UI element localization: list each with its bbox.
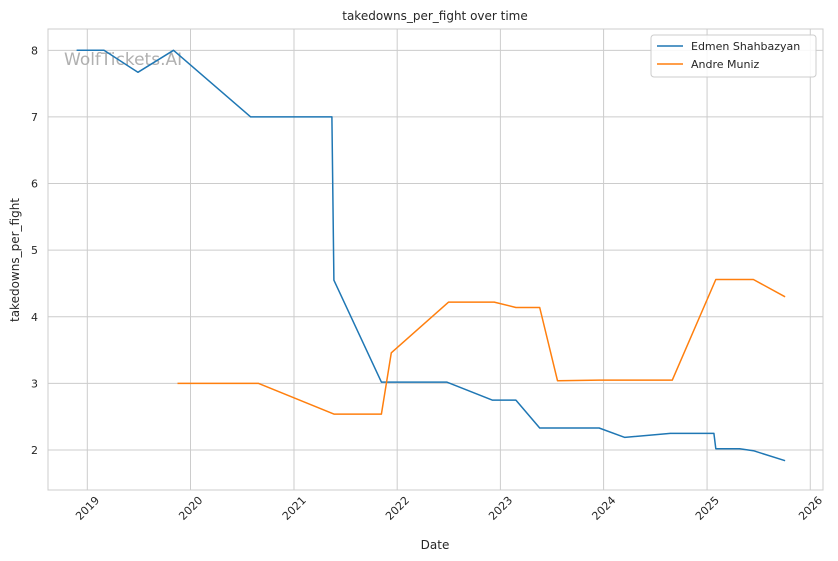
data-point-andre-muniz — [598, 379, 600, 381]
data-point-andre-muniz — [557, 380, 559, 382]
data-point-edmen-shahbazyan — [333, 279, 335, 281]
data-point-andre-muniz — [381, 413, 383, 415]
data-point-edmen-shahbazyan — [331, 116, 333, 118]
data-point-edmen-shahbazyan — [539, 427, 541, 429]
data-point-edmen-shahbazyan — [173, 50, 175, 52]
data-point-edmen-shahbazyan — [515, 399, 517, 401]
legend-label-edmen-shahbazyan: Edmen Shahbazyan — [691, 40, 800, 53]
y-tick-label: 5 — [31, 244, 38, 257]
data-point-edmen-shahbazyan — [753, 450, 755, 452]
data-point-edmen-shahbazyan — [598, 427, 600, 429]
watermark-text: WolfTickets.AI — [64, 50, 182, 70]
data-point-andre-muniz — [448, 301, 450, 303]
series-line-andre-muniz — [177, 278, 786, 415]
legend: Edmen Shahbazyan Andre Muniz — [650, 34, 817, 78]
data-point-edmen-shahbazyan — [76, 50, 78, 52]
data-point-edmen-shahbazyan — [381, 381, 383, 383]
legend-box — [650, 34, 817, 78]
data-point-andre-muniz — [177, 383, 179, 385]
y-axis-label: takedowns_per_fight — [8, 198, 22, 322]
data-point-andre-muniz — [753, 279, 755, 281]
data-point-andre-muniz — [672, 379, 674, 381]
data-point-edmen-shahbazyan — [715, 448, 717, 450]
y-tick-label: 3 — [31, 377, 38, 390]
data-point-edmen-shahbazyan — [624, 437, 626, 439]
plot-frame — [47, 28, 824, 491]
data-point-edmen-shahbazyan — [784, 460, 786, 462]
data-point-andre-muniz — [515, 307, 517, 309]
data-point-andre-muniz — [258, 383, 260, 385]
grid — [48, 29, 823, 490]
data-point-andre-muniz — [715, 279, 717, 281]
data-point-andre-muniz — [391, 352, 393, 354]
data-point-edmen-shahbazyan — [103, 50, 105, 52]
data-point-andre-muniz — [333, 413, 335, 415]
series-lines — [76, 49, 786, 462]
y-tick-label: 7 — [31, 111, 38, 124]
data-point-andre-muniz — [784, 296, 786, 298]
data-point-edmen-shahbazyan — [739, 448, 741, 450]
data-point-andre-muniz — [493, 301, 495, 303]
series-line-edmen-shahbazyan — [76, 49, 786, 462]
data-point-andre-muniz — [539, 307, 541, 309]
chart-title: takedowns_per_fight over time — [342, 9, 528, 23]
y-tick-label: 8 — [31, 44, 38, 57]
data-point-edmen-shahbazyan — [250, 116, 252, 118]
x-axis-label: Date — [421, 538, 450, 552]
y-tick-label: 6 — [31, 178, 38, 191]
data-point-edmen-shahbazyan — [713, 433, 715, 435]
y-tick-label: 2 — [31, 444, 38, 457]
data-point-edmen-shahbazyan — [446, 381, 448, 383]
data-point-edmen-shahbazyan — [491, 399, 493, 401]
data-point-edmen-shahbazyan — [137, 72, 139, 74]
legend-label-andre-muniz: Andre Muniz — [691, 58, 760, 71]
y-tick-label: 4 — [31, 311, 38, 324]
data-point-edmen-shahbazyan — [670, 433, 672, 435]
